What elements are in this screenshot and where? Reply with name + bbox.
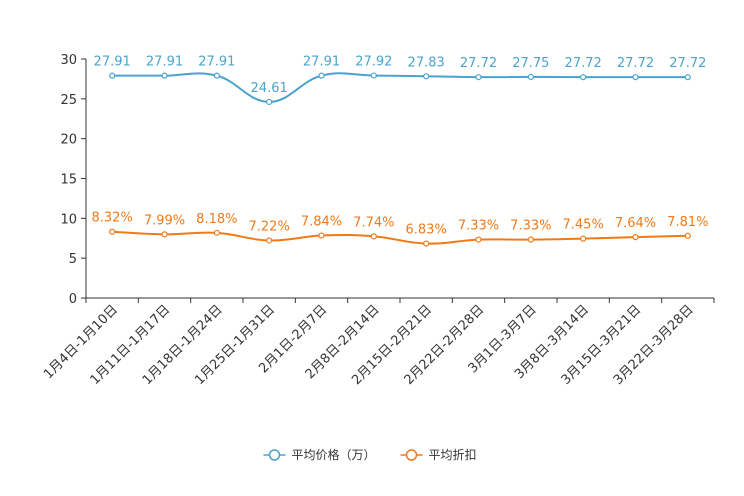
series-1-point xyxy=(475,74,482,81)
series-2-data-label: 7.81% xyxy=(667,215,708,230)
series-2-point xyxy=(266,237,273,244)
series-2-point xyxy=(632,234,639,241)
series-1-point xyxy=(632,74,639,81)
series-2-point xyxy=(370,233,377,240)
series-1-data-label: 27.92 xyxy=(355,55,392,70)
series-1-point xyxy=(580,74,587,81)
series-2-data-label: 8.18% xyxy=(196,212,237,227)
y-tick-label: 25 xyxy=(60,93,77,108)
series-1-data-label: 27.75 xyxy=(512,56,549,71)
y-tick-label: 5 xyxy=(69,252,77,267)
series-2-data-label: 7.33% xyxy=(458,219,499,234)
series-2-point xyxy=(475,236,482,243)
series-2-point xyxy=(318,232,325,239)
series-2-point xyxy=(213,229,220,236)
series-1-point xyxy=(109,72,116,79)
legend: 平均价格（万） 平均折扣 xyxy=(263,447,477,462)
series-2-point xyxy=(423,240,430,247)
series-1-data-label: 27.91 xyxy=(303,55,340,70)
series-2-data-label: 7.45% xyxy=(563,218,604,233)
series-1-point xyxy=(213,72,220,79)
series-2-data-label: 6.83% xyxy=(406,223,447,238)
series-2-point xyxy=(684,232,691,239)
series-lines xyxy=(109,72,691,247)
legend-marker-icon xyxy=(268,449,281,461)
series-2-point xyxy=(109,228,116,235)
series-1-point xyxy=(684,74,691,81)
series-1-data-label: 27.83 xyxy=(408,55,445,70)
series-1-data-label: 27.72 xyxy=(669,56,706,71)
series-1-point xyxy=(161,72,168,79)
series-2-data-label: 8.32% xyxy=(92,211,133,226)
series-1-point xyxy=(266,98,273,106)
series-line-1 xyxy=(112,72,688,103)
series-1-data-label: 24.61 xyxy=(251,81,288,96)
series-2-point xyxy=(161,231,168,238)
series-1-data-label: 27.91 xyxy=(198,55,235,70)
series-1-data-label: 27.91 xyxy=(146,55,183,70)
y-tick-label: 20 xyxy=(60,133,77,148)
series-1-data-label: 27.91 xyxy=(94,55,131,70)
y-tick-label: 30 xyxy=(60,53,77,68)
series-2-point xyxy=(580,235,587,242)
series-2-data-label: 7.33% xyxy=(510,219,551,234)
legend-label: 平均折扣 xyxy=(429,447,477,462)
series-1-point xyxy=(318,72,325,79)
legend-label: 平均价格（万） xyxy=(292,447,376,462)
series-1-point xyxy=(527,73,534,81)
y-tick-label: 15 xyxy=(60,173,77,188)
series-2-data-label: 7.64% xyxy=(615,216,656,231)
data-labels: 27.91 27.91 27.91 24.61 27.91 27.92 27.83 27.72… xyxy=(92,55,709,238)
series-2-data-label: 7.99% xyxy=(144,213,185,228)
series-1-point xyxy=(370,72,377,79)
series-2-data-label: 7.74% xyxy=(353,215,394,230)
y-tick-label: 10 xyxy=(60,212,77,227)
series-2-point xyxy=(527,236,534,243)
legend-item-2: 平均折扣 xyxy=(400,447,477,462)
series-2-data-label: 7.84% xyxy=(301,215,342,230)
legend-item-1: 平均价格（万） xyxy=(263,447,376,462)
series-1-data-label: 27.72 xyxy=(565,56,602,71)
series-1-data-label: 27.72 xyxy=(460,56,497,71)
series-1-point xyxy=(423,73,430,80)
series-line-2 xyxy=(112,230,688,245)
series-1-data-label: 27.72 xyxy=(617,56,654,71)
series-2-data-label: 7.22% xyxy=(249,219,290,234)
legend-marker-icon xyxy=(405,449,418,461)
y-tick-label: 0 xyxy=(69,292,77,307)
